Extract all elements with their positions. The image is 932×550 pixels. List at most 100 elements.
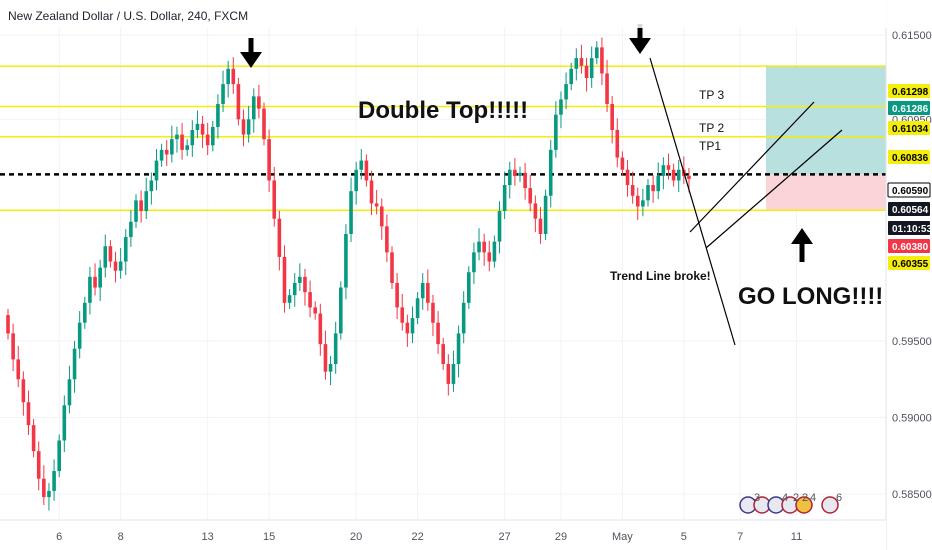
candle — [492, 235, 497, 268]
candle-body — [72, 348, 77, 380]
price-tag-label: 0.61298 — [892, 87, 929, 98]
candle — [405, 314, 410, 347]
price-tag-label: 01:10:53 — [892, 224, 932, 235]
candle — [292, 273, 297, 307]
candle-body — [11, 333, 15, 360]
price-tag-label: 0.60380 — [892, 242, 929, 253]
candle — [287, 289, 292, 309]
candle — [118, 248, 123, 279]
candle-body — [656, 175, 661, 192]
trend-lines — [649, 57, 843, 346]
candle-body — [451, 364, 456, 384]
annotations: Double Top!!!!! GO LONG!!!! Trend Line b… — [240, 24, 883, 514]
double-top-label: Double Top!!!!! — [358, 97, 528, 124]
candle-body — [538, 218, 543, 234]
candle — [656, 162, 661, 200]
candle-body — [170, 139, 174, 155]
candle — [533, 195, 538, 233]
candle-body — [405, 322, 410, 334]
target-zone — [766, 66, 886, 175]
candle-body — [441, 344, 445, 364]
candle — [57, 434, 61, 478]
candle — [569, 62, 573, 91]
candle — [635, 187, 640, 220]
candle — [344, 224, 348, 300]
tp2-label: TP 2 — [699, 121, 724, 135]
candle-body — [6, 315, 10, 334]
candle-body — [62, 405, 67, 441]
candle — [77, 311, 82, 359]
candle — [93, 263, 97, 296]
price-tag: 0.60564 — [888, 202, 930, 216]
candle — [139, 190, 143, 223]
y-tick-label: 0.58500 — [892, 489, 932, 501]
candle-body — [446, 364, 451, 384]
candle — [671, 163, 676, 187]
y-tick-label: 0.59500 — [892, 336, 932, 348]
candle — [67, 365, 72, 414]
candle-body — [57, 440, 61, 472]
symbol-title[interactable]: New Zealand Dollar / U.S. Dollar, 240, F… — [8, 9, 248, 23]
candle-body — [431, 302, 435, 323]
candle-body — [487, 252, 492, 262]
candle — [446, 354, 451, 396]
candle — [262, 102, 266, 146]
candle — [354, 161, 358, 205]
candle-body — [339, 287, 343, 334]
price-tag-label: 0.61286 — [892, 104, 929, 115]
candle-body — [374, 203, 379, 207]
candle-body — [149, 180, 154, 192]
candle — [272, 167, 277, 227]
candle-body — [426, 282, 430, 303]
candle — [574, 48, 579, 81]
candle — [159, 143, 164, 167]
candle — [661, 157, 666, 190]
event-count: 4 — [810, 492, 816, 504]
candle-body — [543, 195, 548, 234]
position-zones — [766, 66, 886, 211]
candle-body — [687, 175, 691, 179]
candle — [518, 166, 522, 182]
events-flag-icon[interactable]: 3 4 2 2 4 6 — [739, 492, 842, 514]
candle — [323, 330, 328, 380]
candle — [195, 110, 200, 138]
candle-body — [257, 96, 261, 109]
candle-body — [67, 379, 72, 406]
candle — [584, 57, 589, 92]
candle-body — [226, 68, 230, 85]
candle-body — [42, 478, 46, 498]
candle — [507, 161, 512, 199]
candle — [482, 233, 486, 266]
candle-body — [129, 221, 133, 238]
price-tag-box — [888, 101, 930, 115]
candle — [257, 84, 261, 119]
price-tag-label: 0.61034 — [892, 124, 929, 135]
candle-body — [518, 172, 522, 176]
x-tick-label: May — [612, 531, 633, 543]
candle — [149, 172, 154, 205]
price-tag: 0.60355 — [888, 256, 930, 270]
x-tick-label: 15 — [263, 531, 275, 543]
candle-body — [134, 200, 138, 222]
candle-body — [164, 149, 169, 155]
candle-body — [676, 169, 681, 181]
candle — [26, 390, 31, 435]
candle — [303, 268, 307, 306]
price-tag-box — [888, 239, 930, 253]
x-tick-label: 6 — [56, 531, 62, 543]
candle — [251, 88, 256, 133]
price-tag-box — [888, 84, 930, 98]
candle-body — [139, 200, 143, 212]
candle — [170, 125, 174, 163]
candle-body — [595, 47, 599, 59]
candle-body — [36, 451, 41, 479]
candle-body — [200, 123, 205, 135]
candle — [369, 170, 374, 216]
candle — [410, 306, 415, 344]
candle — [134, 194, 138, 228]
candle-body — [400, 307, 405, 323]
candle — [395, 273, 399, 320]
candle-body — [251, 96, 256, 120]
